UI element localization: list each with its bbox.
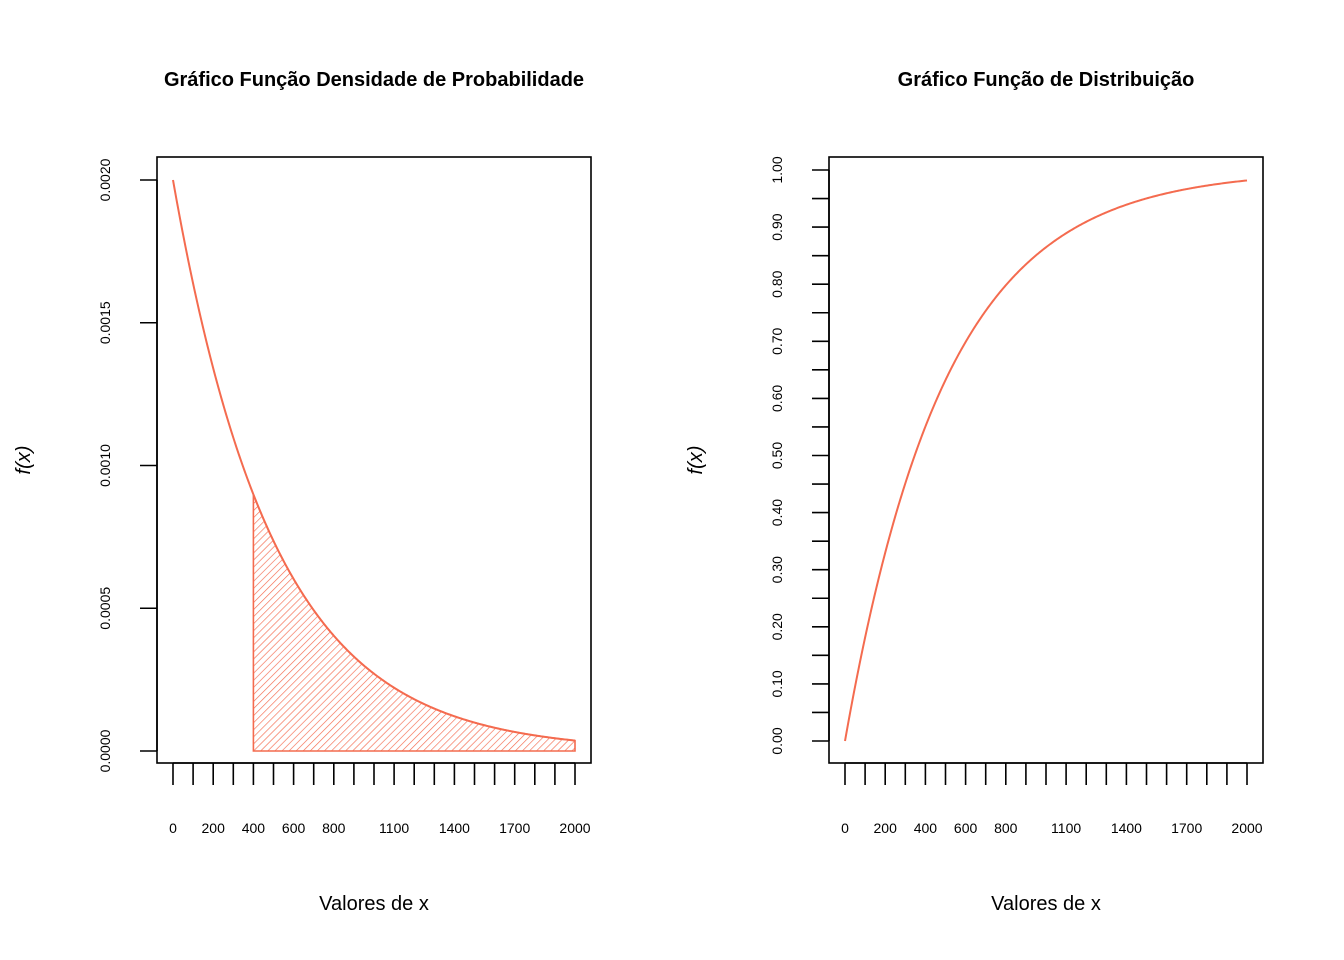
cdf-chart-title: Gráfico Função de Distribuição xyxy=(898,69,1195,91)
cdf-y-tick-label: 0.40 xyxy=(769,499,785,526)
pdf-x-axis-label: Valores de x xyxy=(319,893,429,915)
cdf-y-tick-label: 0.90 xyxy=(769,213,785,240)
cdf-y-tick-label: 0.50 xyxy=(769,442,785,469)
cdf-x-tick-label: 200 xyxy=(874,820,898,836)
cdf-x-tick-label: 2000 xyxy=(1231,820,1262,836)
cdf-x-axis-label: Valores de x xyxy=(991,893,1101,915)
pdf-chart: Gráfico Função Densidade de Probabilidad… xyxy=(13,69,592,915)
pdf-x-tick-label: 0 xyxy=(169,820,177,836)
pdf-y-tick-label: 0.0005 xyxy=(97,587,113,630)
cdf-y-tick-label: 0.00 xyxy=(769,727,785,754)
cdf-curve xyxy=(844,179,1248,742)
pdf-x-tick-label: 1700 xyxy=(499,820,530,836)
pdf-y-tick-label: 0.0000 xyxy=(97,729,113,772)
cdf-x-tick-label: 1100 xyxy=(1051,820,1081,836)
cdf-x-tick-label: 800 xyxy=(994,820,1018,836)
pdf-curve-line xyxy=(172,179,576,742)
cdf-curve-line xyxy=(844,179,1248,742)
cdf-y-tick-label: 0.20 xyxy=(769,613,785,640)
pdf-y-tick-label: 0.0010 xyxy=(97,444,113,487)
pdf-y-tick-label: 0.0015 xyxy=(97,301,113,344)
pdf-curve xyxy=(172,179,576,742)
cdf-x-tick-label: 400 xyxy=(914,820,938,836)
cdf-x-tick-label: 0 xyxy=(841,820,849,836)
pdf-x-tick-label: 1100 xyxy=(379,820,409,836)
pdf-y-tick-label: 0.0020 xyxy=(97,158,113,201)
cdf-y-tick-label: 1.00 xyxy=(769,156,785,183)
cdf-x-tick-label: 1700 xyxy=(1171,820,1202,836)
cdf-y-tick-label: 0.30 xyxy=(769,556,785,583)
pdf-plot-frame xyxy=(156,156,592,764)
cdf-y-axis-label: f(x) xyxy=(685,446,707,475)
cdf-x-tick-label: 600 xyxy=(954,820,978,836)
pdf-x-tick-label: 800 xyxy=(322,820,346,836)
pdf-y-axis: 0.0000 0.0005 0.0010 0.0015 0.0020 xyxy=(97,158,158,772)
cdf-y-tick-label: 0.10 xyxy=(769,670,785,697)
pdf-x-tick-label: 2000 xyxy=(559,820,590,836)
pdf-x-tick-label: 1400 xyxy=(439,820,470,836)
cdf-y-axis: 0.00 0.10 0.20 0.30 0.40 0.50 0.60 0.70 0.80 0.90… xyxy=(769,156,830,755)
pdf-x-axis: 0 200 400 600 800 1100 1400 1700 2000 xyxy=(169,762,591,836)
cdf-x-tick-label: 1400 xyxy=(1111,820,1142,836)
cdf-y-tick-label: 0.70 xyxy=(769,327,785,354)
pdf-shaded-area xyxy=(252,494,576,752)
pdf-hatched-region xyxy=(252,494,576,752)
pdf-x-tick-label: 200 xyxy=(202,820,226,836)
pdf-x-tick-label: 400 xyxy=(242,820,266,836)
pdf-chart-title: Gráfico Função Densidade de Probabilidad… xyxy=(164,69,584,91)
pdf-x-tick-label: 600 xyxy=(282,820,306,836)
cdf-x-axis: 0 200 400 600 800 1100 1400 1700 2000 xyxy=(841,762,1263,836)
cdf-chart: Gráfico Função de Distribuição 0 200 400 60… xyxy=(685,69,1264,915)
pdf-y-axis-label: f(x) xyxy=(13,446,35,475)
cdf-y-tick-label: 0.80 xyxy=(769,270,785,297)
cdf-y-tick-label: 0.60 xyxy=(769,385,785,412)
